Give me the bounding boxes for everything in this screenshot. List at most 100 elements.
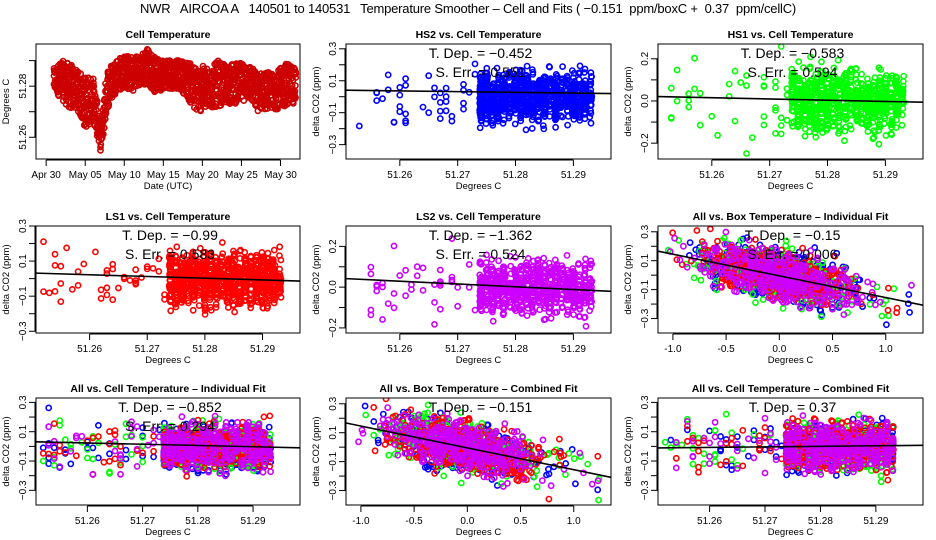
data-point [247, 300, 254, 308]
y-tick-label: 0.0 [640, 94, 651, 108]
data-point [760, 73, 768, 81]
data-point [499, 288, 507, 295]
data-point [802, 85, 809, 93]
data-point [846, 93, 854, 100]
data-point [51, 250, 59, 258]
data-point [575, 97, 583, 105]
data-point [489, 317, 497, 325]
y-tick-label: 0.1 [328, 73, 339, 87]
data-point [40, 238, 47, 246]
data-point [731, 117, 739, 125]
data-point [783, 91, 791, 99]
data-point [539, 122, 547, 129]
data-point [482, 101, 490, 108]
data-point [442, 107, 450, 115]
data-point [476, 301, 484, 309]
data-point [570, 69, 578, 77]
data-point [269, 281, 277, 288]
data-point [875, 140, 883, 148]
data-point [725, 93, 733, 100]
data-point [206, 291, 214, 299]
x-tick-label: 51.27 [135, 344, 160, 355]
data-point [582, 322, 590, 330]
data-point [813, 74, 821, 81]
data-point [877, 66, 885, 73]
data-point [534, 256, 541, 264]
data-point [57, 298, 65, 305]
data-point [836, 78, 843, 85]
data-point [68, 285, 76, 293]
data-point [847, 125, 855, 133]
data-point [743, 72, 750, 79]
data-point [252, 256, 260, 264]
data-point [876, 89, 883, 97]
data-point [858, 119, 866, 127]
data-point [806, 92, 813, 100]
data-point [270, 246, 278, 254]
data-point [442, 84, 450, 92]
data-point [777, 114, 785, 122]
data-point [899, 78, 907, 85]
data-point [829, 88, 837, 96]
data-point [184, 297, 192, 305]
data-point [540, 125, 548, 133]
data-point [881, 114, 889, 122]
data-point [857, 103, 865, 111]
data-point [818, 123, 825, 131]
data-point [218, 254, 225, 261]
data-point [218, 239, 226, 246]
data-point [824, 120, 832, 127]
panel-title: HS1 vs. Cell Temperature [728, 29, 854, 41]
data-point [588, 260, 595, 268]
standard-error-annotation: S. Err. = 0.583 [125, 246, 215, 262]
x-tick-label: 51.28 [192, 344, 217, 355]
data-point [189, 269, 196, 277]
data-point [63, 244, 70, 252]
panel-title: LS1 vs. Cell Temperature [106, 211, 231, 223]
data-point [777, 130, 785, 138]
data-point [390, 118, 398, 126]
data-point [214, 267, 221, 275]
y-tick-label: 51.26 [18, 124, 29, 149]
data-point [396, 84, 404, 91]
data-point [553, 308, 561, 316]
y-axis-label: Degrees C [1, 79, 12, 125]
data-point [559, 63, 566, 70]
x-axis-label: Degrees C [456, 181, 502, 192]
data-point [448, 117, 456, 125]
data-point [90, 88, 98, 96]
data-point [277, 256, 285, 264]
data-point [500, 296, 508, 304]
data-point [582, 255, 589, 263]
data-point [488, 119, 496, 127]
data-point [748, 134, 756, 141]
data-point [558, 304, 566, 312]
data-point [230, 285, 237, 293]
data-point [384, 71, 392, 79]
data-point [98, 134, 106, 142]
data-point [171, 300, 179, 308]
data-point [230, 252, 238, 260]
data-point [99, 130, 107, 138]
data-point [402, 119, 409, 127]
data-point [777, 122, 785, 129]
data-point [132, 266, 140, 274]
data-point [551, 110, 559, 117]
data-point [202, 270, 209, 278]
data-point [807, 53, 814, 61]
data-point [495, 71, 503, 79]
data-point [772, 84, 779, 91]
data-point [488, 308, 496, 316]
data-point [534, 277, 542, 285]
standard-error-annotation: S. Err. = 0.551 [436, 64, 526, 80]
data-point [523, 97, 531, 105]
data-point [483, 107, 491, 114]
data-point [540, 273, 548, 281]
data-point [870, 102, 877, 110]
data-point [223, 283, 231, 291]
data-point [506, 252, 514, 260]
data-point [183, 290, 191, 298]
data-point [540, 254, 548, 262]
data-point [864, 75, 871, 83]
data-point [835, 122, 842, 130]
